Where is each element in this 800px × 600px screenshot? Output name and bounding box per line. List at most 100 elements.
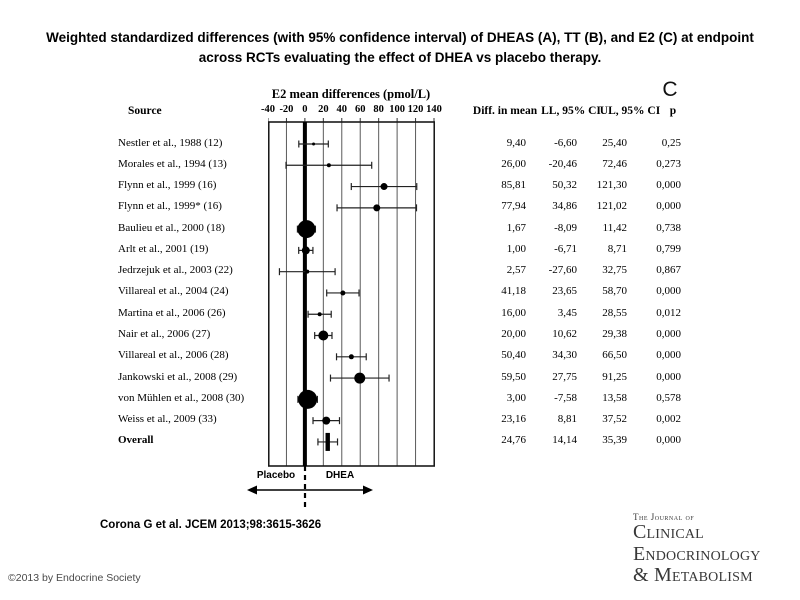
cell-diff-in-mean: 1,67 xyxy=(506,221,526,234)
cell-ul-95ci: 13,58 xyxy=(602,391,627,404)
cell-p-value: 0,000 xyxy=(656,179,681,192)
study-label: Weiss et al., 2009 (33) xyxy=(118,413,217,426)
cell-ul-95ci: 29,38 xyxy=(602,328,627,341)
cell-ul-95ci: 66,50 xyxy=(602,349,627,362)
dhea-direction-label: DHEA xyxy=(325,470,355,481)
cell-p-value: 0,000 xyxy=(656,349,681,362)
overall-label: Overall xyxy=(118,434,154,447)
cell-p-value: 0,000 xyxy=(656,285,681,298)
forest-plot-canvas xyxy=(268,118,435,467)
cell-p-value: 0,867 xyxy=(656,264,681,277)
cell-p-value: 0,000 xyxy=(656,370,681,383)
effect-marker xyxy=(317,312,322,317)
cell-diff-in-mean: 50,40 xyxy=(501,349,526,362)
cell-p-value: 0,273 xyxy=(656,157,681,170)
cell-p-value: 0,799 xyxy=(656,242,681,255)
cell-diff-in-mean: 59,50 xyxy=(501,370,526,383)
axis-tick-label: -40 xyxy=(261,104,275,115)
axis-tick-label: 140 xyxy=(426,104,442,115)
journal-logo-line4: & Metabolism xyxy=(633,564,753,586)
journal-logo-line3: Endocrinology xyxy=(633,542,761,565)
cell-diff-in-mean: 3,00 xyxy=(506,391,526,404)
cell-p-value: 0,25 xyxy=(661,136,681,149)
cell-ul-95ci: 121,30 xyxy=(596,179,627,192)
cell-diff-in-mean: 41,18 xyxy=(501,285,526,298)
cell-ul-95ci: 121,02 xyxy=(596,200,627,213)
axis-tick-label: 80 xyxy=(373,104,384,115)
effect-marker xyxy=(380,183,388,191)
cell-p-value: 0,012 xyxy=(656,306,681,319)
axis-tick-label: 0 xyxy=(302,104,308,115)
effect-marker xyxy=(373,204,381,212)
effect-marker xyxy=(301,246,310,255)
cell-ll-95ci: -6,71 xyxy=(554,242,577,255)
study-label: Baulieu et al., 2000 (18) xyxy=(118,221,225,234)
cell-ul-95ci: 11,42 xyxy=(602,221,627,234)
cell-ul-95ci: 28,55 xyxy=(602,306,627,319)
axis-tick-label: 120 xyxy=(407,104,424,115)
study-label: Nestler et al., 1988 (12) xyxy=(118,136,223,149)
cell-diff-in-mean: 77,94 xyxy=(501,200,526,213)
column-header-p: p xyxy=(669,105,677,117)
axis-tick-label: 20 xyxy=(318,104,329,115)
cell-ul-95ci: 91,25 xyxy=(602,370,627,383)
cell-diff-in-mean: 16,00 xyxy=(501,306,526,319)
cell-ll-95ci: 3,45 xyxy=(557,306,577,319)
column-header-ul: UL, 95% CI xyxy=(599,105,661,117)
cell-diff-in-mean: 2,57 xyxy=(506,264,526,277)
effect-marker xyxy=(326,163,331,168)
cell-ul-95ci: 37,52 xyxy=(602,413,627,426)
overall-marker xyxy=(325,432,330,451)
copyright-text: ©2013 by Endocrine Society xyxy=(8,572,141,584)
cell-ll-95ci: -20,46 xyxy=(548,157,577,170)
effect-marker xyxy=(322,416,331,425)
journal-logo-line2: Clinical xyxy=(633,521,704,543)
plot-frame xyxy=(268,121,435,467)
direction-arrow-canvas xyxy=(247,466,373,510)
axis-tick-label: 60 xyxy=(354,104,366,115)
axis-tick-label: 100 xyxy=(389,104,405,115)
cell-ll-95ci: -6,60 xyxy=(554,136,577,149)
cell-diff-in-mean: 26,00 xyxy=(501,157,526,170)
axis-tick-label: -20 xyxy=(279,104,294,115)
arrowhead-left xyxy=(247,485,257,495)
cell-diff-in-mean: 9,40 xyxy=(506,136,526,149)
cell-diff-in-mean: 20,00 xyxy=(501,328,526,341)
figure-title: Weighted standardized differences (with … xyxy=(46,30,754,65)
cell-ll-95ci: 34,30 xyxy=(552,349,577,362)
cell-ll-95ci: -8,09 xyxy=(554,221,577,234)
cell-diff-in-mean: 85,81 xyxy=(501,179,526,192)
cell-ll-95ci: 8,81 xyxy=(557,413,577,426)
panel-letter: C xyxy=(662,78,678,101)
effect-marker xyxy=(354,372,366,384)
cell-diff-in-mean: 23,16 xyxy=(501,413,526,426)
study-label: Flynn et al., 1999 (16) xyxy=(118,179,217,192)
study-label: von Mühlen et al., 2008 (30) xyxy=(118,391,245,404)
study-label: Flynn et al., 1999* (16) xyxy=(118,200,222,213)
cell-p-value: 0,002 xyxy=(656,413,681,426)
cell-p-value: 0,000 xyxy=(656,328,681,341)
cell-ul-95ci: 72,46 xyxy=(602,157,627,170)
cell-ul-95ci: 35,39 xyxy=(602,434,627,447)
effect-marker xyxy=(312,142,316,146)
column-header-diff: Diff. in mean xyxy=(472,105,538,117)
cell-p-value: 0,000 xyxy=(656,200,681,213)
cell-ll-95ci: 23,65 xyxy=(552,285,577,298)
journal-logo: The Journal of Clinical Endocrinology & … xyxy=(633,512,795,587)
effect-marker xyxy=(298,389,318,409)
cell-ul-95ci: 58,70 xyxy=(602,285,627,298)
effect-marker xyxy=(297,220,316,239)
column-header-ll: LL, 95% CI xyxy=(541,105,601,117)
study-label: Martina et al., 2006 (26) xyxy=(118,306,226,319)
cell-ul-95ci: 25,40 xyxy=(602,136,627,149)
effect-marker xyxy=(348,354,354,360)
cell-p-value: 0,000 xyxy=(656,434,681,447)
citation-text: Corona G et al. JCEM 2013;98:3615-3626 xyxy=(100,519,322,531)
cell-p-value: 0,578 xyxy=(656,391,681,404)
study-label: Morales et al., 1994 (13) xyxy=(118,157,227,170)
cell-ll-95ci: 50,32 xyxy=(552,179,577,192)
placebo-direction-label: Placebo xyxy=(256,470,296,481)
study-label: Villareal et al., 2004 (24) xyxy=(118,285,229,298)
cell-ll-95ci: 34,86 xyxy=(552,200,577,213)
